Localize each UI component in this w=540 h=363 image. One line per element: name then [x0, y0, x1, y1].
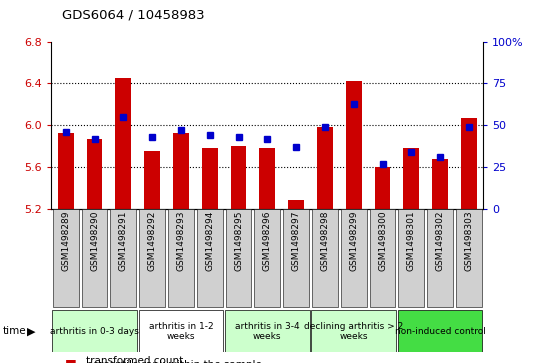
Text: GSM1498298: GSM1498298: [320, 211, 329, 271]
Bar: [369, 209, 395, 307]
Bar: [317, 127, 333, 209]
Bar: [168, 209, 194, 307]
Text: GSM1498293: GSM1498293: [177, 211, 185, 271]
Bar: [225, 310, 309, 352]
Text: GSM1498297: GSM1498297: [292, 211, 301, 271]
Text: GSM1498299: GSM1498299: [349, 211, 358, 271]
Text: GSM1498300: GSM1498300: [378, 211, 387, 271]
Text: GSM1498292: GSM1498292: [147, 211, 157, 271]
Bar: [231, 146, 246, 209]
Bar: [82, 209, 107, 307]
Bar: [288, 200, 304, 209]
Bar: [58, 132, 73, 209]
Bar: [403, 148, 419, 209]
Text: GDS6064 / 10458983: GDS6064 / 10458983: [62, 9, 205, 22]
Bar: [52, 310, 137, 352]
Bar: [283, 209, 309, 307]
Text: ■: ■: [65, 362, 77, 363]
Text: arthritis in 0-3 days: arthritis in 0-3 days: [50, 327, 139, 336]
Bar: [226, 209, 252, 307]
Bar: [197, 209, 222, 307]
Bar: [375, 167, 390, 209]
Text: declining arthritis > 2
weeks: declining arthritis > 2 weeks: [304, 322, 403, 341]
Bar: [139, 209, 165, 307]
Text: percentile rank within the sample: percentile rank within the sample: [86, 360, 262, 363]
Text: GSM1498296: GSM1498296: [263, 211, 272, 271]
Text: GSM1498291: GSM1498291: [119, 211, 128, 271]
Bar: [53, 209, 79, 307]
Text: GSM1498290: GSM1498290: [90, 211, 99, 271]
Text: ■: ■: [65, 357, 77, 363]
Text: ▶: ▶: [27, 326, 36, 336]
Text: GSM1498289: GSM1498289: [61, 211, 70, 271]
Bar: [432, 159, 448, 209]
Text: arthritis in 3-4
weeks: arthritis in 3-4 weeks: [235, 322, 300, 341]
Bar: [259, 148, 275, 209]
Bar: [461, 118, 477, 209]
Text: GSM1498302: GSM1498302: [436, 211, 444, 271]
Text: GSM1498303: GSM1498303: [464, 211, 474, 271]
Bar: [341, 209, 367, 307]
Bar: [86, 139, 103, 209]
Bar: [346, 81, 362, 209]
Text: GSM1498295: GSM1498295: [234, 211, 243, 271]
Text: GSM1498301: GSM1498301: [407, 211, 416, 271]
Bar: [312, 310, 396, 352]
Text: transformed count: transformed count: [86, 356, 184, 363]
Text: GSM1498294: GSM1498294: [205, 211, 214, 271]
Bar: [202, 148, 218, 209]
Bar: [144, 151, 160, 209]
Bar: [110, 209, 136, 307]
Bar: [456, 209, 482, 307]
Text: arthritis in 1-2
weeks: arthritis in 1-2 weeks: [148, 322, 213, 341]
Bar: [312, 209, 338, 307]
Bar: [173, 132, 189, 209]
Bar: [139, 310, 223, 352]
Bar: [399, 209, 424, 307]
Bar: [116, 78, 131, 209]
Bar: [398, 310, 482, 352]
Text: time: time: [3, 326, 26, 336]
Bar: [254, 209, 280, 307]
Bar: [427, 209, 453, 307]
Text: non-induced control: non-induced control: [395, 327, 485, 336]
